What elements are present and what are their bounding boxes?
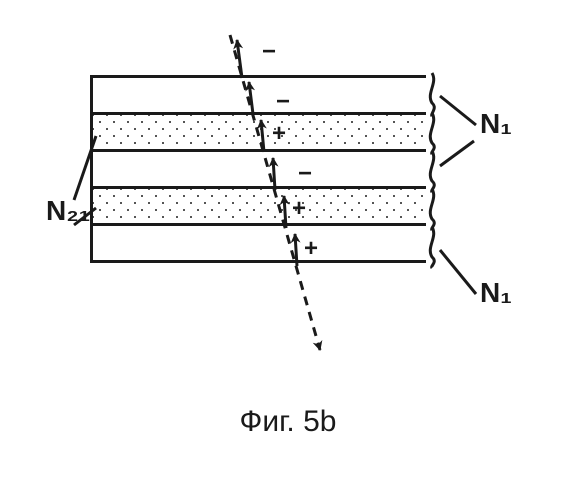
layer-2-dotted (90, 112, 450, 152)
layer-break (426, 185, 452, 227)
sign-row2-top: + (272, 120, 286, 148)
sign-row3-top: + (292, 195, 306, 223)
label-n21: N₂₁ (46, 195, 90, 227)
layer-3-clear (90, 149, 450, 189)
label-n1-top: N₁ (480, 108, 512, 140)
figure-caption: Фиг. 5b (0, 405, 576, 439)
layer-break (426, 222, 452, 264)
sign-row1-bot: − (276, 88, 290, 116)
layer-4-dotted (90, 186, 450, 226)
label-n1-bottom: N₁ (480, 277, 512, 309)
layer-5-clear (90, 223, 450, 263)
sign-row3-bot: + (304, 235, 318, 263)
sign-top-out: − (262, 38, 276, 66)
layer-1-clear (90, 75, 450, 115)
layer-break (426, 74, 452, 116)
layered-diagram (90, 75, 450, 315)
sign-row2-bot: − (298, 160, 312, 188)
layer-break (426, 111, 452, 153)
layer-break (426, 148, 452, 190)
